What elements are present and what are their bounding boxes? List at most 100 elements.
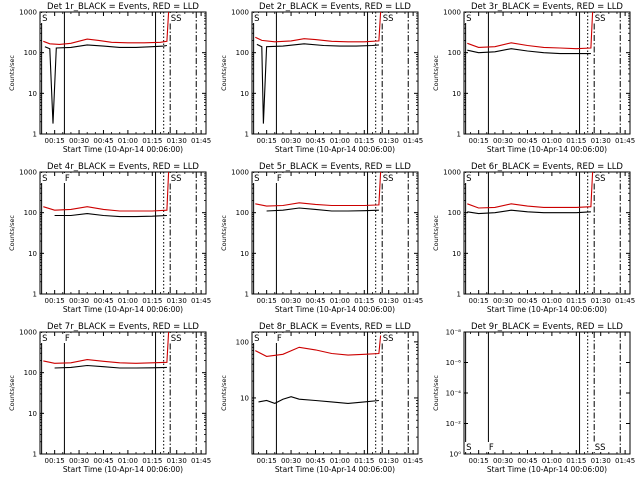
y-tick-label: 10	[28, 90, 37, 98]
event-marker-label-bg	[593, 13, 608, 23]
x-axis-label: Start Time (10-Apr-14 00:06:00)	[487, 305, 607, 314]
event-marker-label: SS	[383, 14, 394, 24]
y-tick-label: 10	[28, 250, 37, 258]
x-tick-label: 01:45	[191, 457, 211, 465]
x-tick-label: 00:30	[69, 297, 89, 305]
y-tick-label: 1	[457, 291, 461, 299]
y-tick-label: 10⁻⁴	[446, 390, 462, 398]
y-tick-label: 100	[24, 49, 37, 57]
x-tick-label: 00:15	[469, 137, 489, 145]
y-tick-label: 10	[240, 90, 249, 98]
event-marker-label-bg	[381, 173, 396, 183]
y-tick-label: 1000	[231, 169, 249, 177]
y-axis-label: Counts/sec	[432, 55, 440, 91]
event-marker-label: F	[277, 174, 282, 184]
event-marker-label-bg	[381, 333, 396, 343]
detector-panel-8: Det 8r_BLACK = Events, RED = LLD Counts/s…	[220, 322, 423, 474]
y-tick-label: 10⁻⁶	[446, 359, 462, 367]
x-tick-label: 01:30	[167, 297, 187, 305]
y-tick-label: 1000	[443, 169, 461, 177]
event-marker-label: S	[466, 443, 471, 453]
plot-frame	[463, 171, 631, 295]
y-tick-label: 1000	[443, 9, 461, 17]
panel-title: Det 2r_BLACK = Events, RED = LLD	[259, 2, 411, 12]
x-tick-label: 00:45	[517, 457, 537, 465]
events-series-line	[258, 396, 379, 404]
plot-frame	[463, 11, 631, 135]
y-tick-label: 100	[236, 338, 249, 346]
x-tick-label: 01:45	[615, 297, 635, 305]
event-marker-label-bg	[487, 442, 496, 452]
y-axis-label: Counts/sec	[220, 215, 228, 251]
events-series-line	[44, 44, 168, 124]
detector-panel-4: Det 4r_BLACK = Events, RED = LLD Counts/s…	[8, 162, 211, 314]
event-marker-label: S	[466, 14, 471, 24]
y-tick-label: 1000	[19, 169, 37, 177]
x-tick-label: 01:15	[354, 297, 374, 305]
panel-title: Det 8r_BLACK = Events, RED = LLD	[259, 322, 411, 332]
y-tick-label: 1000	[19, 9, 37, 17]
x-tick-label: 01:30	[379, 457, 399, 465]
x-tick-label: 00:45	[93, 137, 113, 145]
y-tick-label: 1000	[231, 9, 249, 17]
event-marker-label-bg	[40, 173, 49, 183]
event-marker-label: SS	[383, 174, 394, 184]
y-axis-label: Counts/sec	[220, 55, 228, 91]
event-marker-label-bg	[252, 13, 261, 23]
y-tick-label: 100	[236, 209, 249, 217]
event-marker-label: SS	[383, 334, 394, 344]
y-tick-label: 10⁻²	[446, 420, 462, 428]
lld-series-line	[255, 171, 382, 207]
event-marker-label: S	[254, 174, 259, 184]
events-series-line	[256, 43, 379, 124]
panel-title: Det 1r_BLACK = Events, RED = LLD	[47, 2, 199, 12]
event-marker-label: SS	[171, 334, 182, 344]
x-tick-label: 01:00	[118, 137, 138, 145]
events-series-line	[467, 48, 591, 55]
x-axis-label: Start Time (10-Apr-14 00:06:00)	[63, 305, 183, 314]
x-tick-label: 01:45	[403, 137, 423, 145]
y-tick-label: 1000	[19, 329, 37, 337]
event-marker-label-bg	[63, 333, 72, 343]
detector-panel-6: Det 6r_BLACK = Events, RED = LLD Counts/s…	[432, 162, 635, 314]
x-tick-label: 01:30	[167, 137, 187, 145]
x-tick-label: 00:45	[305, 137, 325, 145]
lld-series-line	[43, 331, 170, 364]
x-axis-label: Start Time (10-Apr-14 00:06:00)	[487, 145, 607, 154]
event-marker-label-bg	[275, 173, 284, 183]
event-marker-label-bg	[252, 173, 261, 183]
event-marker-label: F	[65, 334, 70, 344]
lld-series-line	[467, 171, 594, 209]
x-tick-label: 01:15	[354, 137, 374, 145]
event-marker-label: SS	[171, 14, 182, 24]
x-tick-label: 00:45	[517, 137, 537, 145]
y-axis-label: Counts/sec	[432, 215, 440, 251]
event-marker-label: S	[254, 14, 259, 24]
x-tick-label: 00:45	[305, 457, 325, 465]
x-tick-label: 00:15	[257, 297, 277, 305]
x-tick-label: 00:30	[69, 457, 89, 465]
x-tick-label: 00:15	[469, 457, 489, 465]
event-marker-label-bg	[275, 333, 284, 343]
x-tick-label: 01:30	[591, 457, 611, 465]
event-marker-label: F	[489, 443, 494, 453]
y-tick-label: 1	[33, 291, 37, 299]
x-tick-label: 01:15	[142, 137, 162, 145]
x-tick-label: 00:30	[493, 457, 513, 465]
x-tick-label: 01:15	[566, 297, 586, 305]
x-tick-label: 01:45	[191, 297, 211, 305]
event-marker-label: S	[254, 334, 259, 344]
x-axis-label: Start Time (10-Apr-14 00:06:00)	[63, 465, 183, 474]
x-tick-label: 01:30	[379, 297, 399, 305]
lld-series-line	[255, 11, 382, 43]
x-tick-label: 01:00	[542, 297, 562, 305]
event-marker-label-bg	[169, 173, 184, 183]
x-tick-label: 00:30	[281, 137, 301, 145]
y-tick-label: 10⁰	[449, 451, 461, 459]
x-axis-label: Start Time (10-Apr-14 00:06:00)	[275, 465, 395, 474]
event-marker-label-bg	[40, 333, 49, 343]
panel-title: Det 5r_BLACK = Events, RED = LLD	[259, 162, 411, 172]
x-axis-label: Start Time (10-Apr-14 00:06:00)	[63, 145, 183, 154]
x-tick-label: 00:15	[257, 457, 277, 465]
plot-frame	[251, 171, 419, 295]
